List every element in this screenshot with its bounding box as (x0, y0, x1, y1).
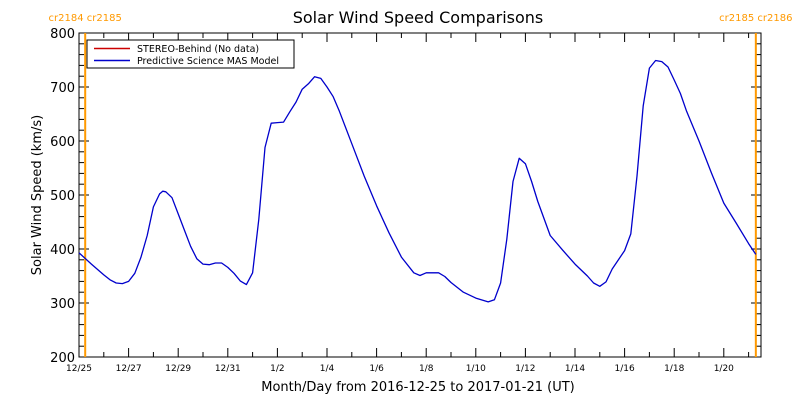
x-tick-label: 1/12 (515, 364, 535, 374)
x-tick-label: 1/18 (664, 364, 684, 374)
x-axis-ticks: 12/25 12/27 12/29 12/31 1/2 1/4 1/6 1/8 1/10 1/12… (66, 33, 750, 374)
legend-box (86, 39, 295, 69)
legend-label-mas-model: Predictive Science MAS Model (137, 56, 279, 67)
x-tick-label: 1/4 (320, 364, 335, 374)
x-tick-label: 1/16 (614, 364, 634, 374)
x-tick-label: 1/20 (714, 364, 734, 374)
y-tick-label: 400 (50, 243, 75, 258)
x-tick-label: 12/29 (165, 364, 191, 374)
y-tick-label: 300 (50, 297, 75, 312)
legend-label-stereo: STEREO-Behind (No data) (137, 44, 259, 55)
x-tick-label: 12/27 (116, 364, 142, 374)
x-tick-label: 1/10 (466, 364, 486, 374)
carrington-rotation-labels: cr2184 cr2185 cr2185 cr2186 (49, 13, 793, 24)
y-tick-label: 600 (50, 135, 75, 150)
series-line-mas-model (78, 59, 757, 303)
y-tick-label: 800 (50, 27, 75, 42)
y-tick-label: 200 (50, 351, 75, 366)
rotation-label: cr2185 cr2186 (719, 13, 792, 24)
plot-frame (78, 32, 762, 358)
x-axis-label: Month/Day from 2016-12-25 to 2017-01-21 … (261, 380, 574, 395)
y-tick-label: 500 (50, 189, 75, 204)
x-tick-label: 12/31 (215, 364, 241, 374)
x-tick-label: 1/2 (270, 364, 284, 374)
x-tick-label: 12/25 (66, 364, 92, 374)
series-lines (78, 59, 757, 303)
legend: STEREO-Behind (No data) Predictive Scien… (86, 39, 295, 69)
y-axis-ticks: 200 300 400 500 600 700 800 (50, 27, 761, 366)
y-axis-label: Solar Wind Speed (km/s) (30, 115, 45, 275)
x-tick-label: 1/8 (419, 364, 434, 374)
x-tick-label: 1/14 (565, 364, 585, 374)
y-tick-label: 700 (50, 81, 75, 96)
rotation-label: cr2184 cr2185 (49, 13, 122, 24)
chart-title: Solar Wind Speed Comparisons (293, 8, 544, 27)
x-tick-label: 1/6 (369, 364, 384, 374)
rotation-boundary-lines (84, 33, 757, 357)
